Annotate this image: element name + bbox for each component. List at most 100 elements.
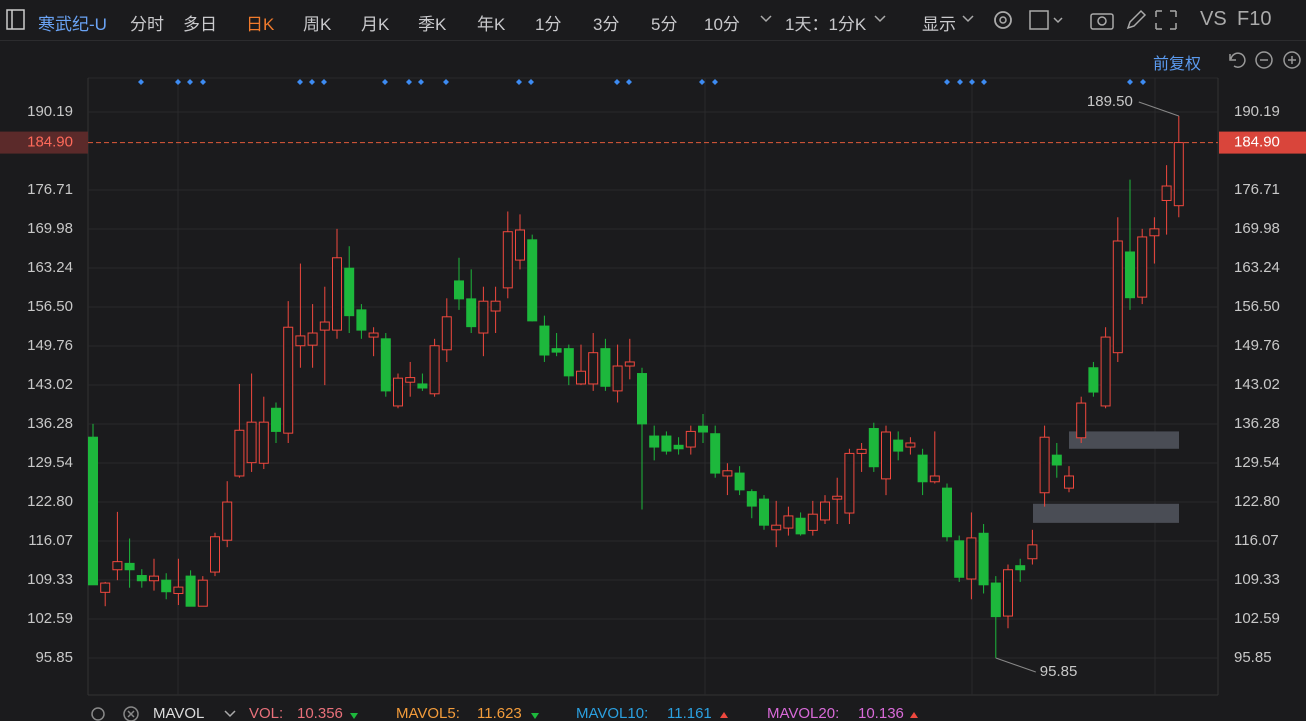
- zoom-icons[interactable]: [1226, 50, 1306, 70]
- tab[interactable]: 月K: [361, 15, 390, 34]
- indicator-label: MAVOL20:: [767, 705, 840, 721]
- annotation-leader: [1138, 101, 1179, 117]
- candle: [417, 373, 428, 391]
- candle-body: [258, 421, 269, 464]
- candle: [624, 338, 635, 380]
- candle: [710, 425, 721, 478]
- candle: [588, 333, 599, 391]
- event-markers[interactable]: [138, 79, 1146, 85]
- tab[interactable]: 周K: [303, 15, 332, 34]
- candle-body: [954, 540, 965, 578]
- candle: [185, 570, 196, 607]
- candle-body: [881, 431, 891, 480]
- tab[interactable]: 1分: [535, 15, 562, 34]
- y-tick-label: 95.85: [35, 649, 73, 666]
- candle-body: [710, 433, 721, 474]
- tab[interactable]: 年K: [477, 15, 506, 34]
- candle-body: [319, 321, 330, 331]
- candle: [515, 214, 525, 270]
- annotation-label: 189.50: [1087, 93, 1133, 110]
- candle-body: [1039, 436, 1050, 494]
- indicator-name[interactable]: MAVOL: [153, 705, 205, 721]
- candle-body: [661, 435, 672, 452]
- y-tick-label: 109.33: [27, 571, 73, 588]
- period-select[interactable]: 1天：1分K: [785, 15, 867, 34]
- adjust-button[interactable]: 前复权: [1153, 56, 1202, 73]
- candle: [942, 483, 952, 542]
- tab[interactable]: 5分: [651, 15, 678, 34]
- indicator-value: 11.623: [477, 705, 522, 721]
- candle: [1051, 442, 1062, 478]
- y-tick-label: 156.50: [27, 298, 73, 315]
- tab[interactable]: 多日: [183, 15, 217, 34]
- candle: [283, 301, 294, 443]
- y-tick-label-right: 156.50: [1234, 298, 1280, 315]
- y-tick-label: 116.07: [28, 532, 73, 549]
- candle-body: [100, 582, 111, 593]
- tool-icons[interactable]: [990, 8, 1190, 32]
- candle-body: [1112, 240, 1123, 354]
- y-tick-label-right: 122.80: [1234, 493, 1280, 510]
- indicator-label: MAVOL5:: [396, 705, 460, 721]
- candle: [368, 327, 379, 357]
- chevron[interactable]: [760, 14, 772, 24]
- candle: [1027, 529, 1038, 565]
- y-tick-label-right: 109.33: [1234, 571, 1280, 588]
- chart: 95.85 95.85 102.59 102.59 109.33 109.33 116.07…: [0, 77, 1306, 696]
- chevron[interactable]: [224, 709, 236, 719]
- indicator-icons[interactable]: [88, 704, 148, 721]
- display-menu[interactable]: 显示: [922, 15, 956, 34]
- candle: [88, 423, 98, 586]
- symbol[interactable]: 寒武纪-U: [38, 15, 107, 34]
- candle-body: [893, 439, 904, 452]
- candle-body: [283, 326, 294, 434]
- candle-body: [868, 428, 879, 468]
- tab[interactable]: 10分: [704, 15, 740, 34]
- y-tick-label-right: 129.54: [1234, 454, 1280, 471]
- candle: [258, 396, 269, 470]
- y-tick-label: 149.76: [27, 337, 73, 354]
- candle-body: [966, 537, 977, 580]
- candle: [1112, 217, 1123, 362]
- candle: [771, 500, 782, 548]
- candle: [734, 466, 745, 496]
- candle-body: [600, 348, 611, 387]
- candle-body: [515, 229, 525, 261]
- chevron[interactable]: [874, 14, 886, 24]
- candle-body: [990, 582, 1001, 618]
- f10-button[interactable]: F10: [1237, 8, 1272, 30]
- candle-body: [234, 429, 245, 477]
- candle-body: [612, 365, 623, 392]
- candle-body: [698, 425, 708, 433]
- candle: [929, 431, 940, 484]
- candle: [576, 344, 586, 386]
- y-tick-label-right: 116.07: [1234, 532, 1279, 549]
- candle-body: [1003, 569, 1013, 617]
- candle-body: [149, 575, 159, 582]
- candle: [807, 500, 818, 536]
- candle-body: [978, 532, 989, 586]
- tab[interactable]: 分时: [130, 15, 164, 34]
- candle: [1100, 327, 1111, 409]
- toolbar: 寒武纪-U 分时 多日 日K 周K 月K 季K 年K 1分 3分 5分 10分 …: [0, 0, 1306, 41]
- candle-body: [820, 501, 830, 521]
- candle-body: [454, 280, 464, 300]
- candle: [1088, 361, 1099, 397]
- candle-body: [441, 316, 452, 351]
- down-arrow: [350, 713, 358, 719]
- vs-button[interactable]: VS: [1200, 8, 1227, 30]
- tab[interactable]: 3分: [593, 15, 620, 34]
- candle-body: [649, 435, 660, 448]
- chevron[interactable]: [962, 14, 974, 24]
- candle: [868, 422, 879, 472]
- candle-body: [844, 452, 855, 514]
- candle-body: [502, 231, 513, 289]
- tab[interactable]: 季K: [418, 15, 447, 34]
- candle: [783, 506, 794, 536]
- candle-body: [807, 513, 818, 531]
- tab[interactable]: 日K: [246, 15, 275, 34]
- candle: [173, 558, 184, 606]
- panel-icon[interactable]: [6, 9, 26, 31]
- candle-body: [466, 298, 477, 328]
